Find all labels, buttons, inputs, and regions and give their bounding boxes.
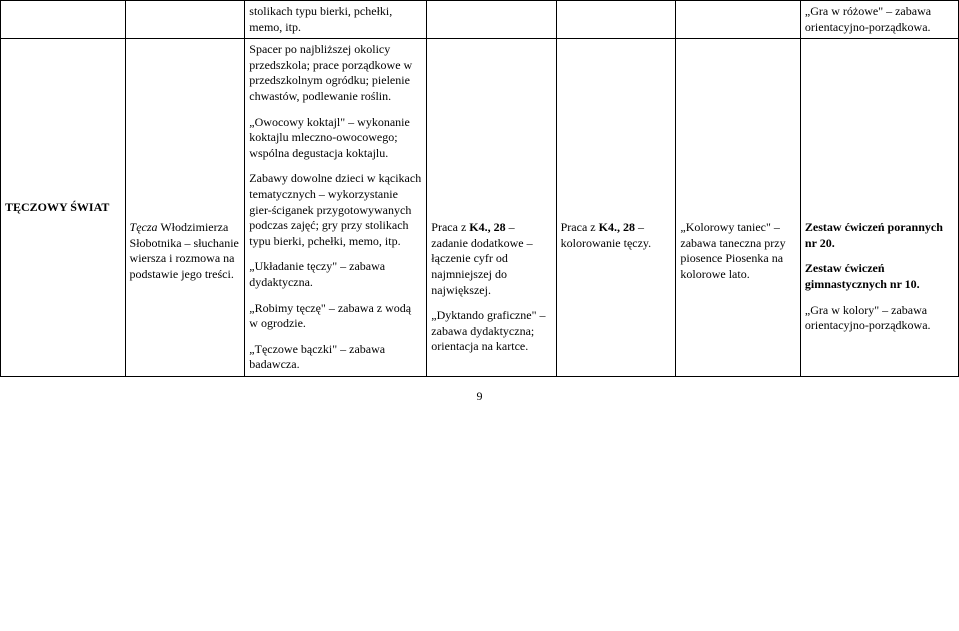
activity-para: „Robimy tęczę" – zabawa z wodą w ogrodzi…	[249, 301, 422, 332]
cell-empty	[1, 1, 126, 39]
work-para: Praca z K4., 28 – zadanie dodatkowe – łą…	[431, 220, 551, 298]
topic-label: TĘCZOWY ŚWIAT	[1, 39, 126, 377]
curriculum-table: stolikach typu bierki, pchełki, memo, it…	[0, 0, 959, 377]
topic-text: TĘCZOWY ŚWIAT	[5, 200, 109, 214]
cell-empty	[676, 1, 801, 39]
dance-text: „Kolorowy taniec" – zabawa taneczna przy…	[680, 220, 785, 281]
cell-exercises: Zestaw ćwiczeń porannych nr 20. Zestaw ć…	[800, 39, 958, 377]
exercise-set: Zestaw ćwiczeń gimnastycznych nr 10.	[805, 261, 954, 292]
cell-poem: Tęcza Włodzimierza Słobotnika – słuchani…	[125, 39, 245, 377]
cell-activities: Spacer po najbliższej okolicy przedszkol…	[245, 39, 427, 377]
cell-dance: „Kolorowy taniec" – zabawa taneczna przy…	[676, 39, 801, 377]
activity-text: stolikach typu bierki, pchełki, memo, it…	[249, 4, 392, 34]
cell-empty	[556, 1, 676, 39]
activity-para: Spacer po najbliższej okolicy przedszkol…	[249, 42, 422, 104]
cell-empty	[427, 1, 556, 39]
cell-game: „Gra w różowe" – zabawa orientacyjno-por…	[800, 1, 958, 39]
exercise-set: Zestaw ćwiczeń porannych nr 20.	[805, 220, 954, 251]
activity-para: „Owocowy koktajl" – wykonanie koktajlu m…	[249, 115, 422, 162]
game-text: „Gra w kolory" – zabawa orientacyjno-por…	[805, 303, 954, 334]
cell-work: Praca z K4., 28 – zadanie dodatkowe – łą…	[427, 39, 556, 377]
table-row: stolikach typu bierki, pchełki, memo, it…	[1, 1, 959, 39]
game-text: „Gra w różowe" – zabawa orientacyjno-por…	[805, 4, 931, 34]
activity-para: Zabawy dowolne dzieci w kącikach tematyc…	[249, 171, 422, 249]
poem-title: Tęcza	[130, 220, 158, 234]
page-number: 9	[0, 389, 959, 404]
cell-activities: stolikach typu bierki, pchełki, memo, it…	[245, 1, 427, 39]
work-para: „Dyktando graficzne" – zabawa dydaktyczn…	[431, 308, 551, 355]
cell-work2: Praca z K4., 28 – kolorowanie tęczy.	[556, 39, 676, 377]
table-row: TĘCZOWY ŚWIAT Tęcza Włodzimierza Słobotn…	[1, 39, 959, 377]
cell-empty	[125, 1, 245, 39]
activity-para: „Tęczowe bączki" – zabawa badawcza.	[249, 342, 422, 373]
activity-para: „Układanie tęczy" – zabawa dydaktyczna.	[249, 259, 422, 290]
